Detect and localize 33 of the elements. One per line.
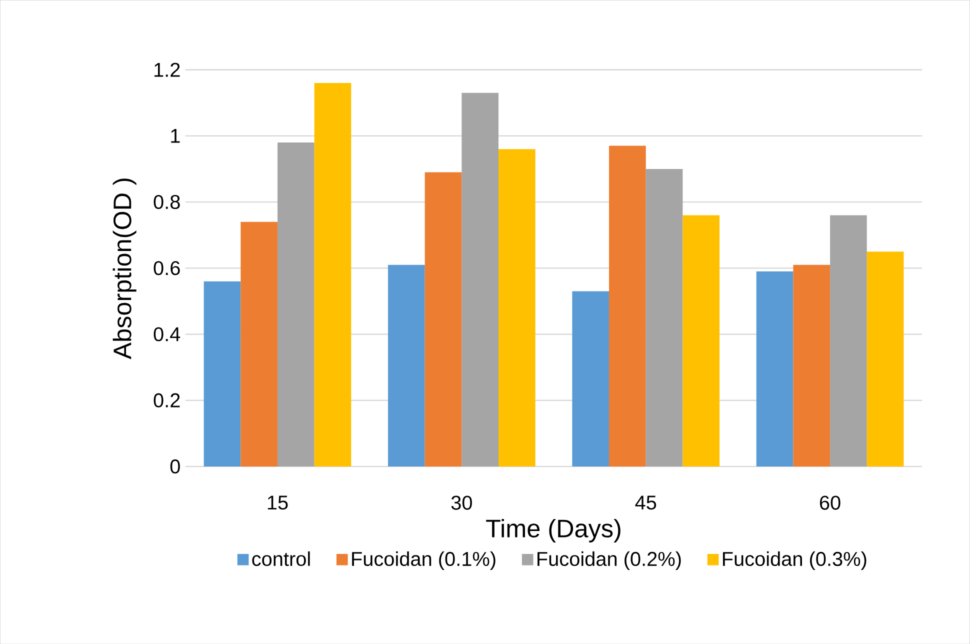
bar — [682, 215, 720, 466]
bar — [572, 291, 610, 466]
bar — [646, 168, 683, 466]
y-tick-label: 0.6 — [154, 260, 180, 276]
x-tick-label: 60 — [820, 496, 840, 510]
bar — [609, 146, 646, 466]
y-tick-label: 0.8 — [154, 194, 180, 209]
bar — [314, 82, 352, 466]
bar — [240, 222, 278, 466]
x-tick-label: 15 — [268, 496, 288, 510]
bar — [204, 281, 241, 466]
bar — [793, 264, 830, 466]
legend-label: Fucoidan (0.2%) — [538, 551, 681, 570]
x-tick-label: 45 — [635, 496, 656, 510]
y-tick-label: 1.2 — [154, 62, 180, 77]
y-tick-label: 0.4 — [154, 327, 180, 342]
bar — [388, 264, 425, 466]
legend-label: control — [252, 551, 310, 566]
legend-label: Fucoidan (0.1%) — [352, 551, 496, 570]
y-tick-label: 0.2 — [154, 393, 180, 408]
legend-label: Fucoidan (0.3%) — [722, 551, 866, 570]
y-tick-label: 1 — [171, 128, 180, 143]
bar — [462, 92, 499, 466]
bar — [866, 251, 904, 466]
bar — [424, 172, 462, 466]
y-axis-title: Absorption(OD ) — [112, 178, 136, 360]
x-tick-label: 30 — [451, 496, 472, 510]
y-tick-label: 0 — [170, 459, 180, 474]
bar — [756, 271, 794, 466]
bar — [277, 142, 314, 466]
bar — [830, 215, 867, 466]
bar — [498, 148, 536, 466]
x-axis-title: Time (Days) — [486, 518, 620, 542]
